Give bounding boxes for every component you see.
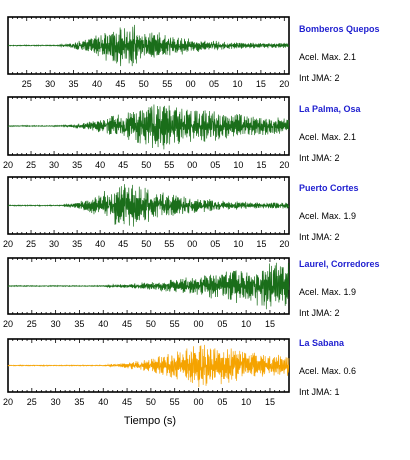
x-tick-label: 05 (217, 319, 227, 329)
station-accel: Acel. Max. 2.1 (299, 132, 357, 142)
x-tick-label: 45 (118, 239, 128, 249)
x-tick-label: 15 (256, 239, 266, 249)
x-tick-label: 40 (95, 160, 105, 170)
x-tick-label: 45 (115, 79, 125, 89)
x-tick-label: 25 (22, 79, 32, 89)
x-tick-label: 15 (265, 319, 275, 329)
station-int: Int JMA: 2 (299, 73, 340, 83)
x-tick-label: 40 (98, 319, 108, 329)
x-tick-label: 25 (27, 319, 37, 329)
x-tick-label: 00 (187, 239, 197, 249)
station-accel: Acel. Max. 1.9 (299, 211, 357, 221)
x-tick-label: 35 (69, 79, 79, 89)
x-tick-label: 05 (217, 397, 227, 407)
x-tick-label: 30 (49, 239, 59, 249)
x-tick-label: 25 (26, 160, 36, 170)
x-tick-label: 55 (164, 160, 174, 170)
station-accel: Acel. Max. 2.1 (299, 52, 357, 62)
x-tick-label: 50 (141, 160, 151, 170)
x-tick-label: 55 (170, 397, 180, 407)
x-tick-label: 30 (51, 319, 61, 329)
x-tick-label: 10 (241, 319, 251, 329)
x-tick-label: 15 (256, 160, 266, 170)
x-tick-label: 20 (3, 239, 13, 249)
x-tick-label: 00 (194, 319, 204, 329)
station-name: La Sabana (299, 338, 345, 348)
x-tick-label: 00 (186, 79, 196, 89)
x-tick-label: 20 (3, 397, 13, 407)
x-tick-label: 35 (72, 239, 82, 249)
x-tick-label: 45 (118, 160, 128, 170)
x-tick-label: 05 (210, 160, 220, 170)
x-tick-label: 40 (95, 239, 105, 249)
waveform-series (7, 184, 290, 227)
x-tick-label: 25 (27, 397, 37, 407)
x-tick-label: 55 (164, 239, 174, 249)
x-tick-label: 30 (51, 397, 61, 407)
x-tick-label: 20 (3, 319, 13, 329)
station-int: Int JMA: 2 (299, 153, 340, 163)
station-accel: Acel. Max. 0.6 (299, 366, 357, 376)
station-name: Laurel, Corredores (299, 259, 380, 269)
station-label-4: Laurel, Corredores Acel. Max. 1.9 Int JM… (299, 259, 409, 324)
x-tick-label: 20 (279, 160, 289, 170)
station-name: Bomberos Quepos (299, 24, 380, 34)
x-tick-label: 20 (279, 239, 289, 249)
x-tick-label: 10 (241, 397, 251, 407)
station-label-1: Bomberos Quepos Acel. Max. 2.1 Int JMA: … (299, 24, 409, 89)
x-tick-label: 25 (26, 239, 36, 249)
x-tick-label: 15 (256, 79, 266, 89)
station-int: Int JMA: 1 (299, 387, 340, 397)
x-tick-label: 35 (74, 319, 84, 329)
x-tick-label: 40 (92, 79, 102, 89)
x-tick-label: 35 (74, 397, 84, 407)
x-tick-label: 50 (146, 397, 156, 407)
x-tick-label: 45 (122, 397, 132, 407)
waveform-series (7, 262, 290, 310)
x-tick-label: 00 (194, 397, 204, 407)
x-tick-label: 50 (139, 79, 149, 89)
x-tick-label: 50 (146, 319, 156, 329)
x-tick-label: 50 (141, 239, 151, 249)
x-tick-label: 00 (187, 160, 197, 170)
station-label-2: La Palma, Osa Acel. Max. 2.1 Int JMA: 2 (299, 104, 409, 169)
station-name: Puerto Cortes (299, 183, 359, 193)
station-accel: Acel. Max. 1.9 (299, 287, 357, 297)
station-int: Int JMA: 2 (299, 232, 340, 242)
x-tick-label: 30 (45, 79, 55, 89)
x-tick-label: 30 (49, 160, 59, 170)
x-tick-label: 10 (232, 79, 242, 89)
x-tick-label: 10 (233, 160, 243, 170)
x-tick-label: 35 (72, 160, 82, 170)
x-tick-label: 20 (279, 79, 289, 89)
x-tick-label: 45 (122, 319, 132, 329)
x-tick-label: 55 (162, 79, 172, 89)
station-name: La Palma, Osa (299, 104, 361, 114)
x-axis-label: Tiempo (s) (123, 415, 177, 427)
station-int: Int JMA: 2 (299, 308, 340, 318)
x-tick-label: 05 (210, 239, 220, 249)
x-tick-label: 15 (265, 397, 275, 407)
x-tick-label: 20 (3, 160, 13, 170)
waveform-series (7, 24, 290, 67)
x-tick-label: 40 (98, 397, 108, 407)
x-tick-label: 10 (233, 239, 243, 249)
station-label-3: Puerto Cortes Acel. Max. 1.9 Int JMA: 2 (299, 183, 409, 248)
waveform-series (7, 344, 290, 388)
station-label-5: La Sabana Acel. Max. 0.6 Int JMA: 1 (299, 338, 409, 403)
x-tick-label: 55 (170, 319, 180, 329)
x-tick-label: 05 (209, 79, 219, 89)
waveform-series (7, 104, 290, 150)
